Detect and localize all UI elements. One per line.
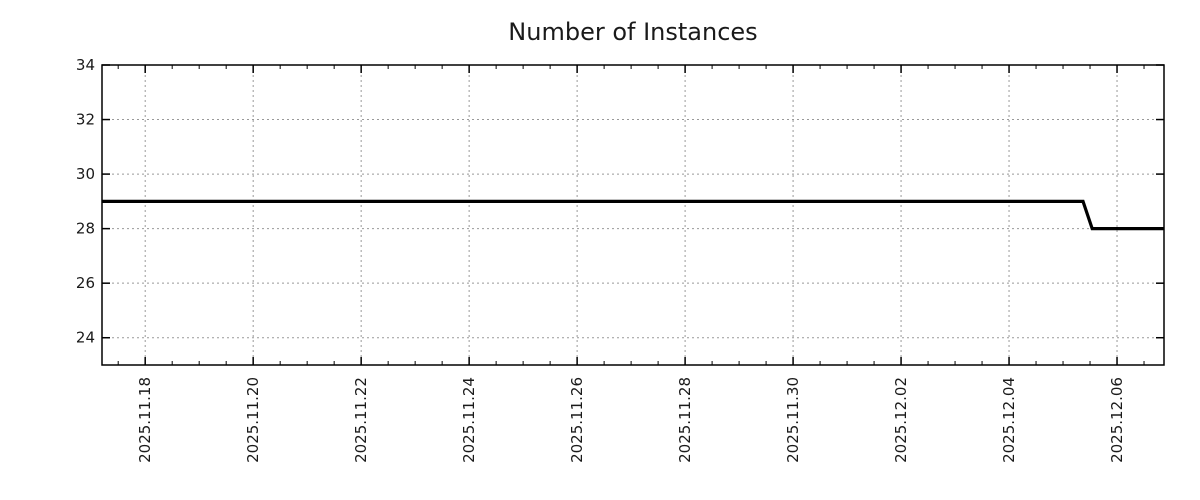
x-tick-label: 2025.11.18	[136, 377, 154, 463]
x-tick-label: 2025.11.20	[244, 377, 262, 463]
chart-title: Number of Instances	[508, 18, 757, 46]
series-layer	[102, 199, 1164, 231]
series-line-instances	[102, 199, 1164, 231]
x-tick-label: 2025.11.24	[460, 377, 478, 463]
grid-layer	[102, 64, 1164, 365]
x-tick-label: 2025.12.04	[1000, 377, 1018, 463]
x-tick-label: 2025.12.02	[892, 377, 910, 463]
y-tick-label: 32	[76, 111, 95, 129]
x-tick-label: 2025.11.22	[352, 377, 370, 463]
axis-labels-layer: 24 26 28 30 32 34 2025.11.18 2025.11.20 2025.11.…	[76, 56, 1126, 463]
x-tick-label: 2025.11.30	[784, 377, 802, 463]
y-tick-label: 26	[76, 274, 95, 292]
plot-border	[101, 64, 1165, 366]
y-tick-label: 24	[76, 329, 95, 347]
x-tick-label: 2025.11.26	[568, 377, 586, 463]
y-tick-label: 34	[76, 56, 95, 74]
y-tick-label: 30	[76, 165, 95, 183]
y-tick-label: 28	[76, 220, 95, 238]
x-tick-label: 2025.11.28	[676, 377, 694, 463]
axes-layer	[101, 64, 1165, 366]
x-tick-label: 2025.12.06	[1108, 377, 1126, 463]
